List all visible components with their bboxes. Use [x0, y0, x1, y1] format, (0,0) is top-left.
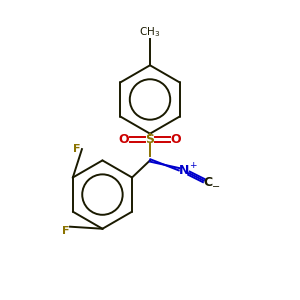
Text: O: O	[171, 133, 182, 146]
Text: C: C	[203, 176, 212, 189]
Text: −: −	[212, 182, 220, 193]
Text: CH$_3$: CH$_3$	[140, 26, 160, 40]
Text: F: F	[61, 226, 69, 236]
Text: N: N	[179, 164, 189, 177]
Text: S: S	[146, 133, 154, 146]
Text: +: +	[189, 161, 196, 170]
Text: F: F	[74, 144, 81, 154]
Text: O: O	[118, 133, 129, 146]
